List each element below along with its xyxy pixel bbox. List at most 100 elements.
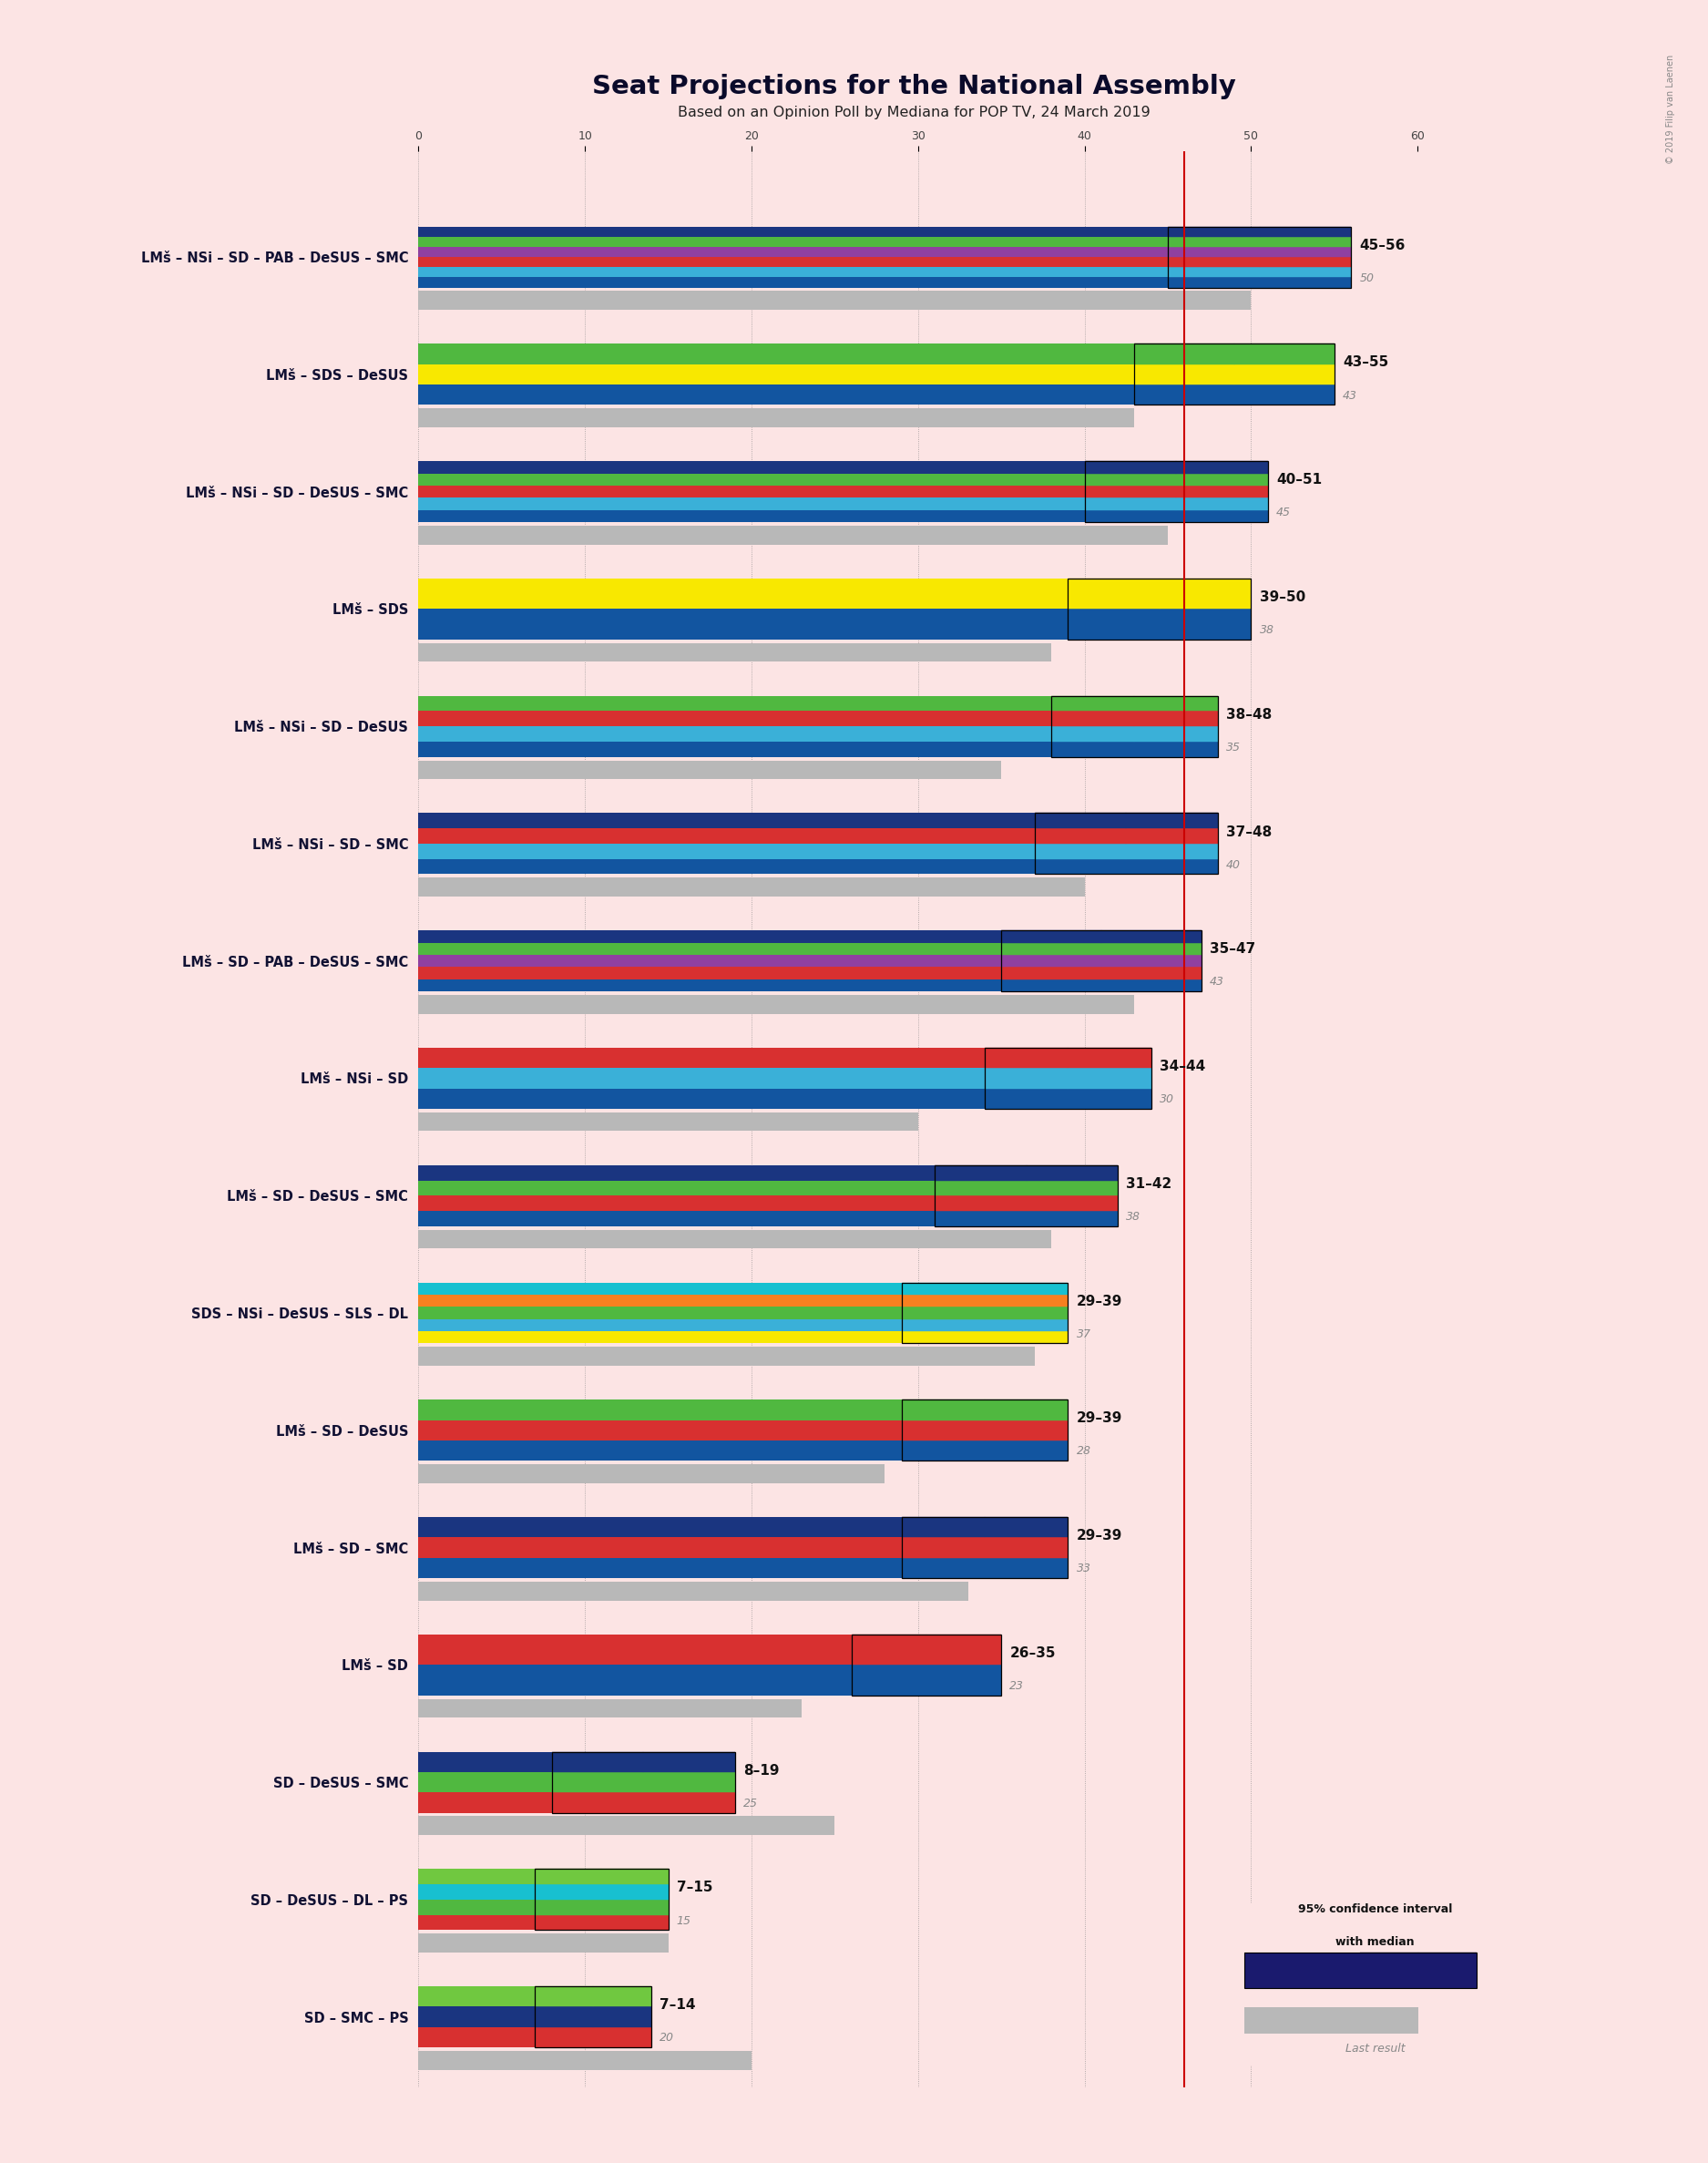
- Bar: [418, 1899, 535, 1914]
- Bar: [418, 878, 1085, 895]
- Bar: [418, 980, 1001, 991]
- Text: 37: 37: [1076, 1328, 1091, 1341]
- Bar: [535, 1914, 601, 1929]
- Bar: [418, 859, 1035, 874]
- Bar: [418, 1330, 902, 1343]
- Bar: [851, 1635, 926, 1666]
- Bar: [418, 385, 1134, 404]
- Text: 38: 38: [1126, 1211, 1141, 1222]
- Bar: [984, 1306, 1068, 1319]
- Bar: [984, 1296, 1068, 1306]
- Bar: [1085, 485, 1177, 497]
- Text: 7–15: 7–15: [676, 1882, 712, 1895]
- Bar: [902, 1538, 984, 1557]
- Bar: [1102, 980, 1201, 991]
- Text: 45: 45: [1276, 506, 1291, 519]
- Bar: [984, 1069, 1068, 1088]
- Bar: [1259, 247, 1351, 257]
- Bar: [418, 1884, 535, 1899]
- Text: 35: 35: [1226, 742, 1240, 753]
- Bar: [418, 344, 1134, 363]
- Text: 7–14: 7–14: [659, 1999, 695, 2012]
- Bar: [934, 1166, 1119, 1226]
- Bar: [601, 1899, 668, 1914]
- Bar: [1168, 227, 1351, 288]
- Bar: [593, 2027, 652, 2048]
- Bar: [418, 510, 1085, 521]
- Bar: [418, 712, 1052, 727]
- Bar: [418, 1112, 919, 1131]
- Bar: [1134, 385, 1235, 404]
- Bar: [418, 1538, 902, 1557]
- Bar: [1168, 268, 1259, 277]
- Bar: [1126, 813, 1218, 828]
- Bar: [1134, 344, 1235, 363]
- Bar: [1068, 1088, 1151, 1110]
- Bar: [418, 1557, 902, 1579]
- Bar: [1243, 1951, 1360, 1988]
- Bar: [902, 1399, 1068, 1460]
- Text: 43: 43: [1342, 389, 1358, 402]
- Bar: [535, 1869, 668, 1929]
- Bar: [1068, 1069, 1151, 1088]
- Bar: [851, 1635, 1001, 1696]
- Text: 15: 15: [676, 1914, 692, 1927]
- Bar: [1027, 1196, 1119, 1211]
- Bar: [902, 1296, 984, 1306]
- Bar: [418, 497, 1085, 510]
- Bar: [1052, 696, 1218, 757]
- Bar: [418, 727, 1052, 742]
- Bar: [1102, 943, 1201, 954]
- Bar: [418, 1069, 984, 1088]
- Bar: [984, 1319, 1068, 1330]
- Bar: [1027, 1181, 1119, 1196]
- Bar: [418, 1211, 934, 1226]
- Bar: [418, 236, 1168, 247]
- Bar: [851, 1666, 926, 1696]
- Bar: [535, 1869, 601, 1884]
- Bar: [1259, 257, 1351, 268]
- Bar: [926, 1635, 1001, 1666]
- Text: 38: 38: [1259, 625, 1274, 636]
- Bar: [418, 1088, 984, 1110]
- Bar: [1102, 954, 1201, 967]
- Bar: [418, 696, 1052, 712]
- Bar: [418, 1441, 902, 1460]
- Bar: [1001, 954, 1102, 967]
- Bar: [418, 1306, 902, 1319]
- Bar: [418, 1869, 535, 1884]
- Text: 35–47: 35–47: [1209, 943, 1255, 956]
- Text: © 2019 Filip van Laenen: © 2019 Filip van Laenen: [1665, 54, 1676, 164]
- Bar: [1052, 742, 1134, 757]
- Bar: [902, 1421, 984, 1441]
- Bar: [418, 610, 1068, 640]
- Bar: [984, 1538, 1068, 1557]
- Bar: [601, 1869, 668, 1884]
- Bar: [418, 1986, 535, 2007]
- Bar: [418, 930, 1001, 943]
- Bar: [902, 1283, 984, 1296]
- Bar: [1259, 227, 1351, 236]
- Bar: [1052, 727, 1134, 742]
- Bar: [552, 1771, 644, 1793]
- Bar: [418, 995, 1134, 1014]
- Bar: [984, 1421, 1068, 1441]
- Bar: [552, 1752, 644, 1771]
- Bar: [1259, 236, 1351, 247]
- Text: 43: 43: [1209, 976, 1225, 988]
- Text: 29–39: 29–39: [1076, 1529, 1122, 1542]
- Bar: [934, 1196, 1027, 1211]
- Bar: [418, 1047, 984, 1069]
- Bar: [1134, 344, 1334, 404]
- Bar: [1085, 474, 1177, 485]
- Bar: [418, 1934, 668, 1953]
- Bar: [418, 813, 1035, 828]
- Bar: [1235, 344, 1334, 363]
- Bar: [418, 1914, 535, 1929]
- Bar: [418, 742, 1052, 757]
- Bar: [552, 1752, 734, 1813]
- Bar: [418, 2007, 535, 2027]
- Bar: [1085, 461, 1267, 521]
- Bar: [418, 954, 1001, 967]
- Bar: [1068, 578, 1250, 640]
